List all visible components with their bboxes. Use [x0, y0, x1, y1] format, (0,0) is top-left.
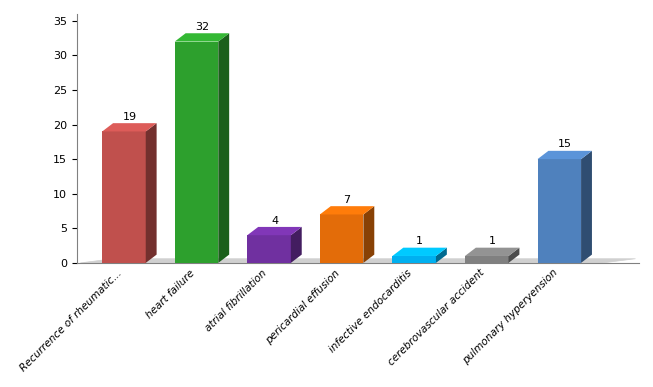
Polygon shape [218, 33, 229, 263]
Polygon shape [537, 151, 592, 159]
Polygon shape [320, 206, 374, 214]
Polygon shape [247, 227, 302, 235]
Polygon shape [392, 256, 436, 263]
Polygon shape [247, 235, 291, 263]
Polygon shape [146, 123, 157, 263]
Polygon shape [581, 151, 592, 263]
Text: 1: 1 [416, 236, 423, 246]
Text: 7: 7 [343, 195, 351, 205]
Polygon shape [509, 248, 519, 263]
Text: 1: 1 [488, 236, 496, 246]
Text: 32: 32 [195, 22, 209, 32]
Polygon shape [80, 259, 635, 263]
Polygon shape [392, 248, 447, 256]
Polygon shape [175, 33, 229, 41]
Polygon shape [436, 248, 447, 263]
Text: 4: 4 [271, 216, 278, 226]
Polygon shape [320, 214, 364, 263]
Polygon shape [291, 227, 302, 263]
Polygon shape [103, 123, 157, 132]
Polygon shape [103, 132, 146, 263]
Polygon shape [465, 256, 509, 263]
Text: 19: 19 [122, 112, 136, 122]
Polygon shape [537, 159, 581, 263]
Text: 15: 15 [558, 139, 572, 149]
Polygon shape [175, 41, 218, 263]
Polygon shape [364, 206, 374, 263]
Polygon shape [465, 248, 519, 256]
